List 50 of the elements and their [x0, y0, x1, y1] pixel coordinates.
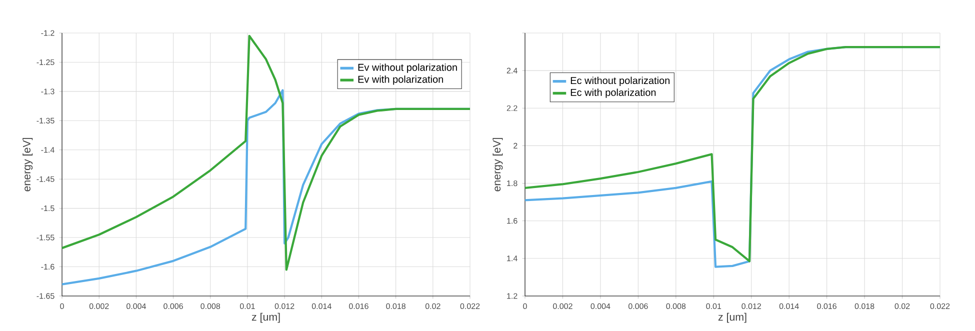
x-tick-label: 0.002: [553, 303, 572, 310]
x-axis-title: z [um]: [252, 312, 280, 323]
y-tick-label: -1.35: [36, 118, 54, 124]
x-tick-label: 0.018: [854, 303, 874, 310]
x-tick-label: 0.006: [164, 303, 183, 310]
legend-label: Ev without polarization: [358, 64, 457, 73]
y-tick-label: 2: [514, 142, 518, 148]
x-tick-label: 0: [60, 303, 64, 310]
y-tick-label: -1.65: [36, 293, 54, 299]
x-tick-label: 0.02: [894, 303, 910, 310]
x-tick-label: 0.004: [126, 303, 146, 310]
y-tick-label: -1.55: [36, 234, 54, 240]
x-tick-label: 0: [523, 303, 527, 310]
x-tick-label: 0.01: [706, 303, 722, 310]
y-tick-label: -1.45: [36, 176, 54, 182]
x-axis-title: z [um]: [718, 312, 746, 323]
x-tick-label: 0.014: [312, 303, 332, 310]
legend-label: Ev with polarization: [358, 75, 444, 85]
line-series: [60, 34, 472, 271]
x-tick-label: 0.018: [386, 303, 406, 310]
y-tick-label: 1.6: [507, 218, 518, 224]
y-tick-label: -1.6: [41, 264, 54, 270]
x-tick-label: 0.008: [200, 303, 220, 310]
y-tick-label: 2.2: [506, 105, 518, 111]
y-tick-label: -1.25: [36, 59, 54, 66]
y-axis-title: energy [eV]: [22, 138, 33, 192]
y-tick-label: 1.2: [507, 293, 518, 299]
x-tick-label: 0.016: [349, 303, 368, 310]
x-tick-label: 0.022: [460, 303, 480, 310]
y-axis-title: energy [eV]: [492, 138, 503, 192]
x-tick-label: 0.014: [779, 303, 799, 310]
x-tick-label: 0.004: [590, 303, 610, 310]
x-tick-label: 0.022: [930, 303, 950, 310]
x-tick-label: 0.016: [817, 303, 836, 310]
y-tick-label: 2.4: [506, 68, 518, 74]
x-tick-label: 0.006: [628, 303, 648, 310]
x-tick-label: 0.012: [274, 303, 294, 310]
y-tick-label: -1.3: [41, 88, 54, 94]
x-tick-label: 0.02: [425, 303, 440, 310]
x-tick-label: 0.002: [89, 303, 109, 310]
y-tick-label: -1.4: [41, 147, 54, 153]
y-tick-label: 1.4: [507, 256, 518, 262]
y-tick-label: -1.2: [41, 30, 54, 36]
legend-label: Ec without polarization: [570, 76, 670, 86]
x-tick-label: 0.008: [666, 303, 686, 310]
x-tick-label: 0.01: [240, 303, 255, 310]
y-tick-label: -1.5: [41, 206, 54, 212]
legend-label: Ec with polarization: [570, 88, 656, 98]
x-tick-label: 0.012: [742, 303, 761, 310]
y-tick-label: 1.8: [507, 180, 518, 186]
